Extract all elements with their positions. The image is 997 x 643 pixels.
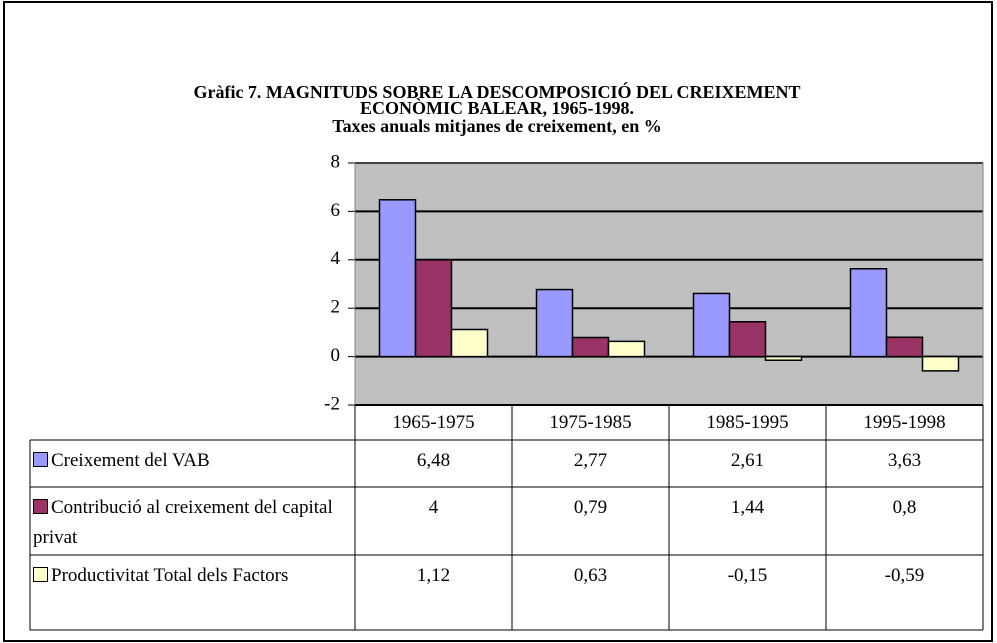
- bar: [692, 292, 731, 358]
- table-value: 3,63: [887, 450, 922, 471]
- legend-label: Productivitat Total dels Factors: [51, 565, 289, 586]
- table-value: 1,44: [730, 497, 765, 518]
- table-value: 4: [428, 497, 439, 518]
- bar: [607, 340, 646, 358]
- table-value: 0,8: [892, 497, 917, 518]
- x-tick-label: 1985-1995: [706, 412, 789, 433]
- table-value: -0,15: [727, 565, 768, 586]
- legend-entry: Creixement del VAB: [33, 446, 350, 476]
- frame: [3, 1, 993, 642]
- x-tick-label: 1975-1985: [549, 412, 632, 433]
- table-value: 0,79: [573, 497, 608, 518]
- bar: [764, 355, 803, 361]
- legend-label: Creixement del VAB: [51, 450, 210, 471]
- table-value: 0,63: [573, 565, 608, 586]
- x-tick-label: 1995-1998: [863, 412, 946, 433]
- table-value: 2,77: [573, 450, 608, 471]
- x-tick-label: 1965-1975: [392, 412, 475, 433]
- bar: [921, 355, 960, 372]
- chart-title: Gràfic 7. MAGNITUDS SOBRE LA DESCOMPOSIC…: [193, 82, 801, 118]
- y-tick-label: 6: [331, 200, 341, 221]
- legend-swatch: [33, 499, 48, 514]
- table-value: 2,61: [730, 450, 765, 471]
- bar: [378, 199, 417, 358]
- legend-entry: Contribució al creixement del capital pr…: [33, 493, 350, 553]
- chart-subtitle: Taxes anuals mitjanes de creixement, en …: [332, 116, 662, 136]
- y-tick-label: 4: [331, 248, 341, 269]
- bar: [885, 336, 924, 358]
- legend-entry: Productivitat Total dels Factors: [33, 561, 350, 591]
- bar: [849, 268, 888, 358]
- y-tick-label: -2: [324, 393, 340, 414]
- legend-label: Contribució al creixement del capital pr…: [33, 497, 333, 548]
- bar: [728, 321, 767, 358]
- table-value: 6,48: [416, 450, 451, 471]
- bar: [450, 328, 489, 358]
- legend-swatch: [33, 452, 48, 467]
- y-tick-label: 2: [331, 297, 341, 318]
- bar: [414, 259, 453, 358]
- table-value: 1,12: [416, 565, 451, 586]
- legend-swatch: [33, 567, 48, 582]
- bar: [535, 288, 574, 358]
- y-tick-label: 0: [331, 345, 341, 366]
- bar: [571, 336, 610, 358]
- table-value: -0,59: [884, 565, 925, 586]
- y-tick-label: 8: [331, 151, 341, 172]
